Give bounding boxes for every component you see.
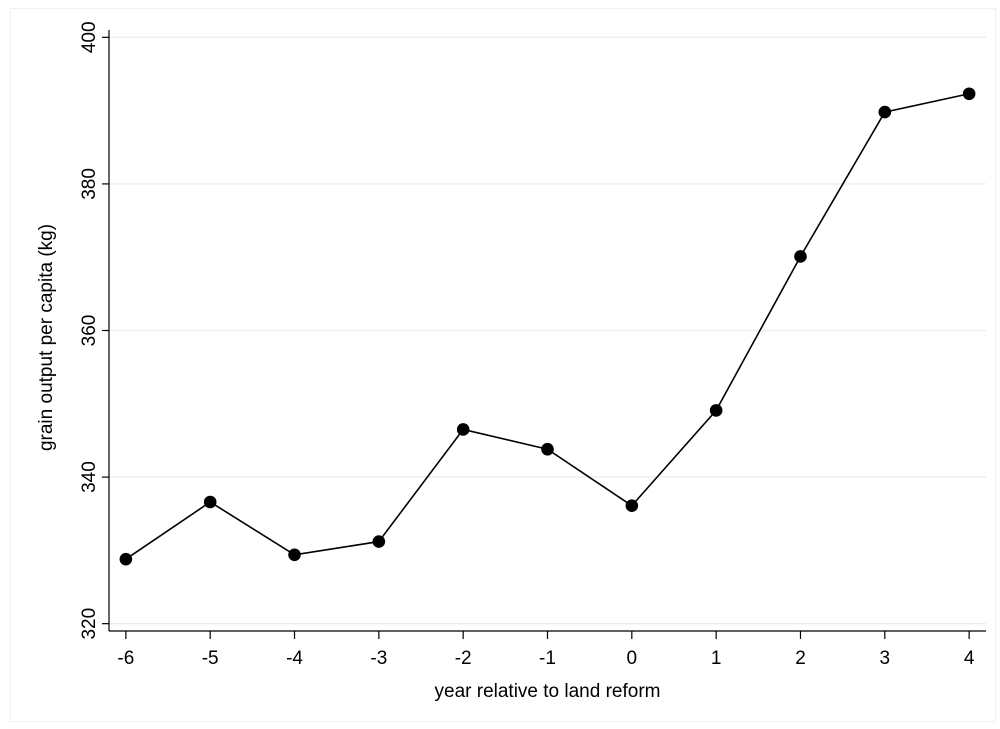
series (119, 87, 976, 566)
data-point (709, 404, 723, 417)
y-tick-label: 380 (79, 168, 100, 200)
data-point (625, 499, 639, 512)
x-axis-title: year relative to land reform (435, 681, 661, 702)
data-point (203, 495, 217, 509)
data-point (878, 105, 892, 119)
gridlines (109, 36, 986, 625)
y-tick-label: 340 (79, 461, 100, 493)
x-tick-label: -3 (370, 648, 387, 669)
y-tick-label: 320 (79, 608, 100, 640)
y-axis-title: grain output per capita (kg) (36, 224, 57, 451)
data-point (794, 250, 807, 263)
data-point (541, 442, 554, 456)
y-ticks: 320 340 360 380 400 (79, 21, 109, 640)
x-tick-label: -5 (202, 648, 219, 669)
x-tick-label: 4 (964, 648, 975, 669)
x-tick-label: 1 (711, 648, 722, 669)
y-tick-label: 400 (79, 21, 100, 53)
x-tick-label: -6 (117, 648, 134, 669)
data-point (962, 87, 976, 101)
x-tick-label: -4 (286, 648, 303, 669)
x-tick-label: 2 (795, 648, 806, 669)
data-point (288, 548, 301, 562)
x-ticks: -6 -5 -4 -3 -2 -1 0 1 2 3 4 (117, 631, 975, 669)
series-line (125, 92, 970, 560)
y-tick-label: 360 (79, 315, 100, 347)
data-point (119, 552, 133, 566)
x-tick-label: -1 (539, 648, 556, 669)
x-tick-label: 0 (627, 648, 638, 669)
data-point (456, 423, 470, 436)
x-tick-label: -2 (455, 648, 472, 669)
x-tick-label: 3 (880, 648, 891, 669)
data-point (372, 535, 386, 548)
